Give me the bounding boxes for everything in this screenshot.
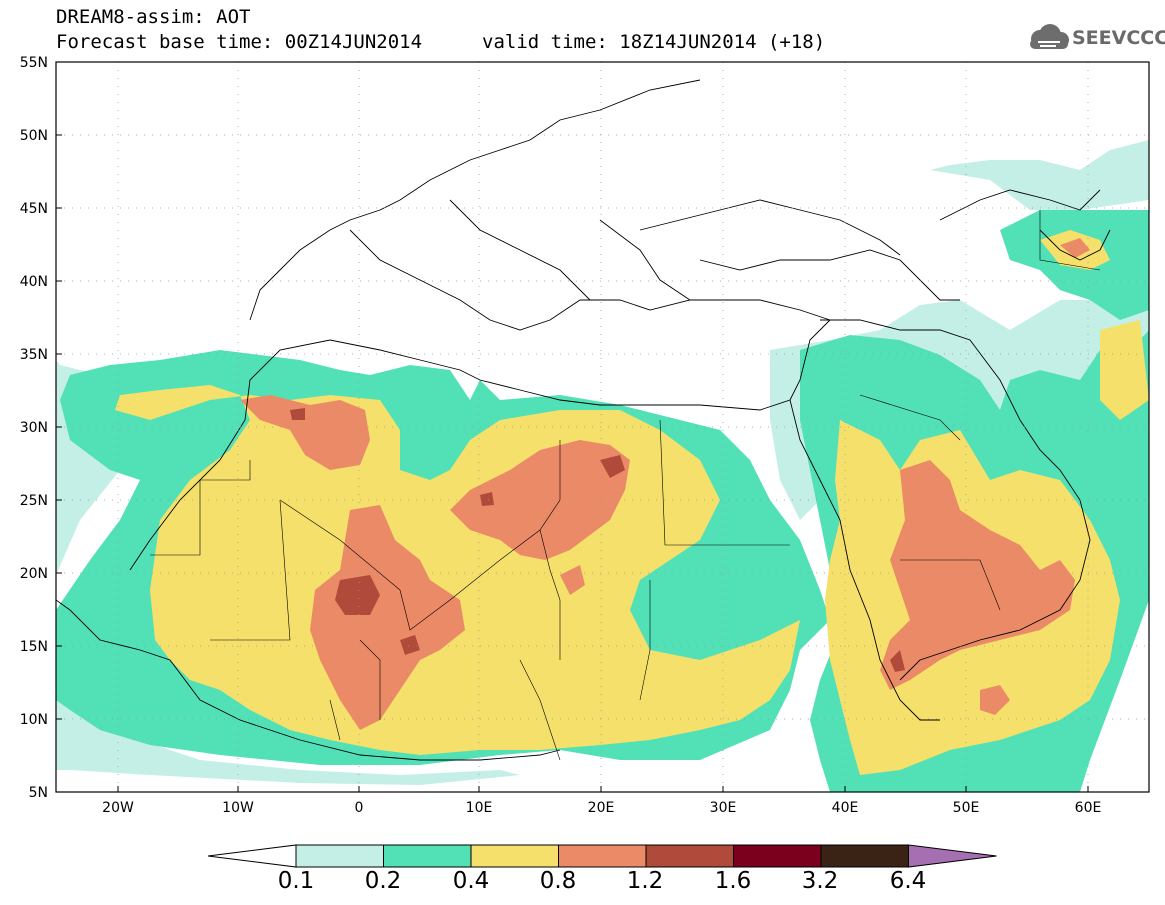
lat-label: 5N: [29, 785, 48, 801]
lon-label: 40E: [832, 800, 859, 816]
lat-label: 15N: [20, 639, 48, 655]
colorbar-swatch: [470, 844, 559, 868]
aot-band-1-2: [290, 408, 305, 420]
aot-band-0-1: [930, 140, 1149, 210]
cloud-logo-icon: [1030, 24, 1069, 49]
lat-label: 30N: [20, 420, 48, 436]
colorbar-label: 6.4: [889, 868, 927, 894]
colorbar-swatch: [645, 844, 734, 868]
colorbar-label: 0.1: [277, 868, 315, 894]
aot-band-0-8: [450, 440, 630, 560]
valid-time: valid time: 18Z14JUN2014 (+18): [482, 31, 826, 53]
axis-ticks: [56, 134, 1089, 792]
lat-label: 40N: [20, 274, 48, 290]
lon-label: 10E: [466, 800, 493, 816]
aot-band-1-2: [335, 575, 380, 615]
colorbar-label: 1.2: [626, 868, 664, 894]
lon-label: 10W: [222, 800, 254, 816]
lon-label: 20W: [102, 800, 134, 816]
aot-field: [56, 140, 1149, 792]
aot-band-0-8: [310, 505, 465, 730]
lat-label: 25N: [20, 493, 48, 509]
lat-label: 55N: [20, 55, 48, 71]
lon-label: 30E: [710, 800, 737, 816]
colorbar-label: 0.8: [539, 868, 577, 894]
aot-band-0-4: [1100, 320, 1149, 420]
aot-band-1-2: [480, 492, 494, 506]
colorbar-swatch: [558, 844, 647, 868]
forecast-base-time: Forecast base time: 00Z14JUN2014: [56, 31, 423, 53]
colorbar-label: 1.6: [714, 868, 752, 894]
colorbar-swatch: [383, 844, 472, 868]
lon-label: 0: [355, 800, 364, 816]
aot-band-0-8: [560, 565, 585, 595]
map-title: DREAM8-assim: AOT: [56, 6, 251, 28]
aot-band-1-2: [600, 455, 625, 478]
colorbar-label: 3.2: [801, 868, 839, 894]
lon-labels: 20W 10W 0 10E 20E 30E 40E 50E 60E: [102, 800, 1101, 816]
lat-label: 45N: [20, 201, 48, 217]
aot-band-1-2: [890, 650, 905, 672]
colorbar-label: 0.4: [452, 868, 490, 894]
logo-text: SEEVCCC: [1072, 27, 1165, 49]
lat-labels: 55N 50N 45N 40N 35N 30N 25N 20N 15N 10N …: [20, 55, 48, 801]
lon-label: 60E: [1075, 800, 1102, 816]
lat-label: 10N: [20, 712, 48, 728]
aot-band-0-8: [240, 395, 370, 470]
colorbar-right-arrow: [908, 844, 997, 868]
aot-band-0-8: [1060, 238, 1090, 258]
colorbar-left-arrow: [207, 844, 297, 868]
lat-label: 50N: [20, 128, 48, 144]
grid: [56, 62, 1149, 792]
lon-label: 20E: [588, 800, 615, 816]
colorbar-swatch: [820, 844, 909, 868]
lat-label: 20N: [20, 566, 48, 582]
aot-band-0-4: [115, 385, 800, 755]
colorbar: [207, 844, 997, 868]
aot-band-1-2: [400, 635, 420, 655]
lon-label: 50E: [953, 800, 980, 816]
aot-band-0-8: [880, 460, 1075, 690]
coastlines: [56, 79, 1111, 761]
aot-band-0-1: [56, 700, 520, 785]
colorbar-swatch: [733, 844, 822, 868]
colorbar-swatch: [295, 844, 384, 868]
aot-band-0-8: [980, 685, 1010, 715]
lat-label: 35N: [20, 347, 48, 363]
colorbar-label: 0.2: [364, 868, 402, 894]
